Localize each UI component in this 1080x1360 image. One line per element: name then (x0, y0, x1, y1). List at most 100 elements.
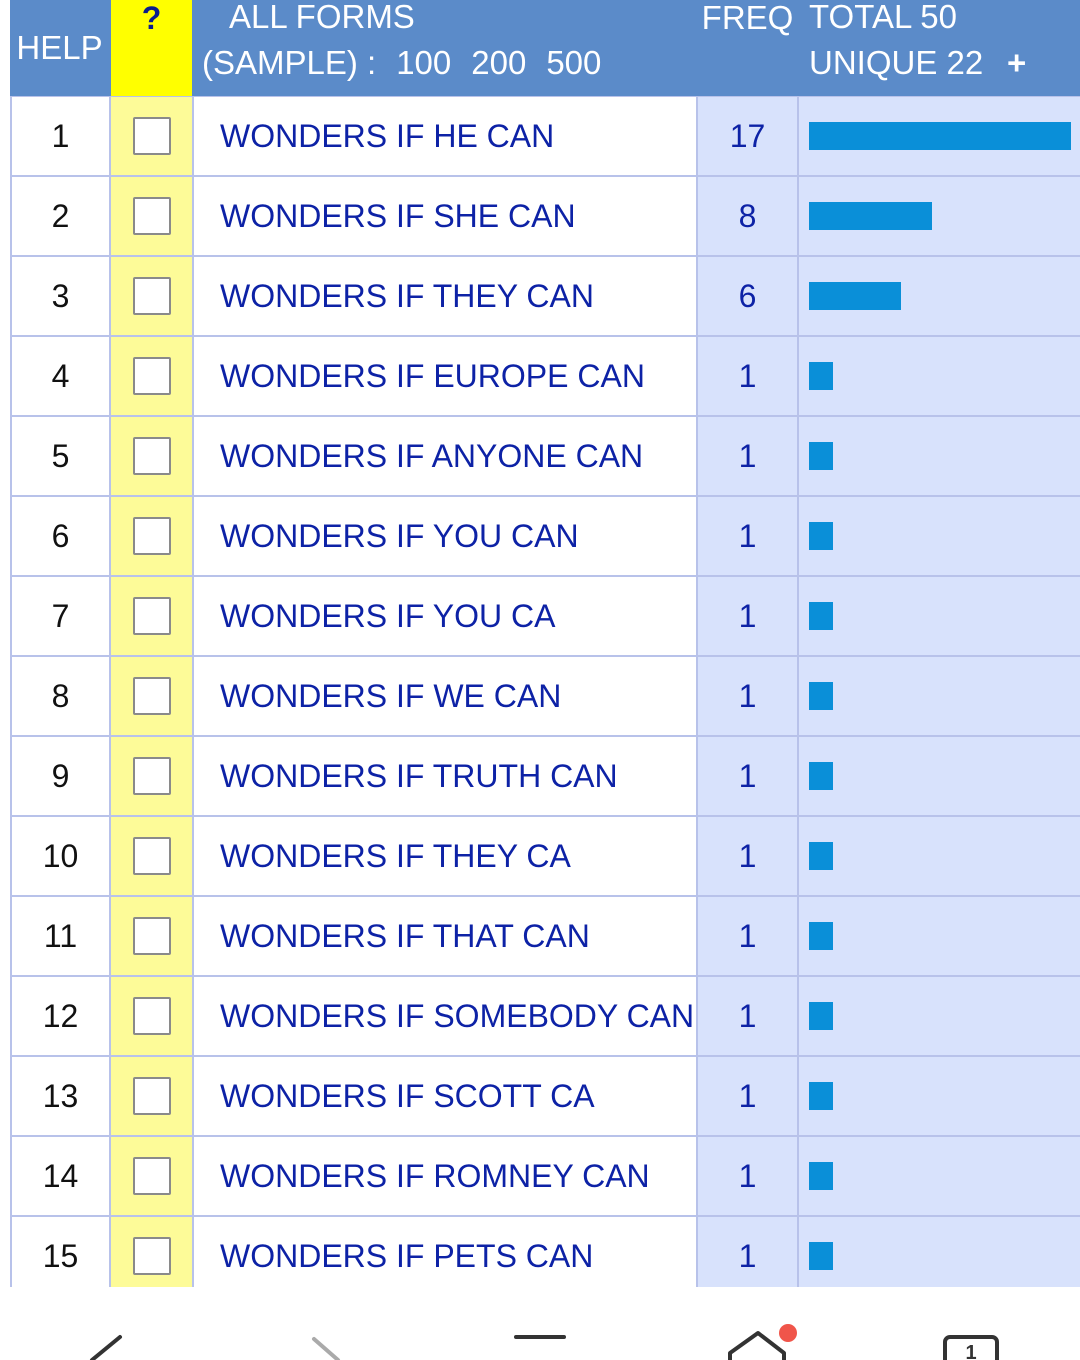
freq-bar-cell (799, 657, 1080, 735)
form-link[interactable]: WONDERS IF THAT CAN (194, 897, 696, 975)
row-checkbox[interactable] (133, 277, 171, 315)
row-checkbox-cell (111, 577, 192, 655)
freq-bar-cell (799, 977, 1080, 1055)
row-number: 11 (12, 897, 109, 975)
freq-bar (809, 202, 932, 230)
table-row: 7 WONDERS IF YOU CA 1 (10, 577, 1080, 655)
row-checkbox[interactable] (133, 517, 171, 555)
row-checkbox[interactable] (133, 597, 171, 635)
form-link[interactable]: WONDERS IF HE CAN (194, 97, 696, 175)
row-checkbox[interactable] (133, 917, 171, 955)
freq-bar (809, 1082, 833, 1110)
table-header: HELP ? ALL FORMS (SAMPLE) : 100 200 500 FRE… (10, 0, 1080, 96)
freq-bar-cell (799, 257, 1080, 335)
freq-bar (809, 442, 833, 470)
table-row: 12 WONDERS IF SOMEBODY CAN 1 (10, 977, 1080, 1055)
row-checkbox[interactable] (133, 1157, 171, 1195)
row-checkbox[interactable] (133, 837, 171, 875)
table-row: 6 WONDERS IF YOU CAN 1 (10, 497, 1080, 575)
row-checkbox[interactable] (133, 437, 171, 475)
freq-value[interactable]: 17 (698, 97, 797, 175)
table-row: 13 WONDERS IF SCOTT CA 1 (10, 1057, 1080, 1135)
form-link[interactable]: WONDERS IF SOMEBODY CAN (194, 977, 696, 1055)
freq-value[interactable]: 1 (698, 497, 797, 575)
form-link[interactable]: WONDERS IF EUROPE CAN (194, 337, 696, 415)
row-checkbox-cell (111, 1057, 192, 1135)
freq-bar (809, 1002, 833, 1030)
form-link[interactable]: WONDERS IF YOU CA (194, 577, 696, 655)
row-checkbox[interactable] (133, 997, 171, 1035)
form-link[interactable]: WONDERS IF ROMNEY CAN (194, 1137, 696, 1215)
row-checkbox[interactable] (133, 1077, 171, 1115)
form-link[interactable]: WONDERS IF WE CAN (194, 657, 696, 735)
freq-value[interactable]: 1 (698, 737, 797, 815)
row-number: 8 (12, 657, 109, 735)
freq-value[interactable]: 1 (698, 337, 797, 415)
row-checkbox[interactable] (133, 357, 171, 395)
table-row: 10 WONDERS IF THEY CA 1 (10, 817, 1080, 895)
row-number: 12 (12, 977, 109, 1055)
totals-header: TOTAL 50 UNIQUE 22 + (799, 0, 1080, 96)
svg-text:1: 1 (965, 1342, 976, 1360)
freq-bar (809, 762, 833, 790)
freq-bar (809, 122, 1071, 150)
form-link[interactable]: WONDERS IF ANYONE CAN (194, 417, 696, 495)
freq-value[interactable]: 6 (698, 257, 797, 335)
row-checkbox-cell (111, 657, 192, 735)
row-checkbox-cell (111, 737, 192, 815)
select-help-button[interactable]: ? (111, 0, 192, 96)
form-link[interactable]: WONDERS IF YOU CAN (194, 497, 696, 575)
sample-option-100[interactable]: 100 (396, 44, 452, 81)
form-link[interactable]: WONDERS IF THEY CA (194, 817, 696, 895)
forward-icon[interactable] (300, 1287, 360, 1360)
table-row: 1 WONDERS IF HE CAN 17 (10, 97, 1080, 175)
row-checkbox-cell (111, 1217, 192, 1287)
freq-value[interactable]: 8 (698, 177, 797, 255)
freq-value[interactable]: 1 (698, 1217, 797, 1287)
freq-bar-cell (799, 337, 1080, 415)
table-row: 9 WONDERS IF TRUTH CAN 1 (10, 737, 1080, 815)
row-checkbox[interactable] (133, 1237, 171, 1275)
freq-bar (809, 922, 833, 950)
menu-icon[interactable] (510, 1287, 570, 1360)
expand-button[interactable]: + (1007, 44, 1027, 81)
freq-header[interactable]: FREQ (701, 0, 794, 36)
form-link[interactable]: WONDERS IF TRUTH CAN (194, 737, 696, 815)
home-icon[interactable] (720, 1287, 810, 1360)
freq-value[interactable]: 1 (698, 1137, 797, 1215)
back-icon[interactable] (80, 1287, 140, 1360)
row-checkbox-cell (111, 497, 192, 575)
row-number: 15 (12, 1217, 109, 1287)
row-checkbox[interactable] (133, 197, 171, 235)
row-checkbox[interactable] (133, 757, 171, 795)
row-checkbox-cell (111, 1137, 192, 1215)
row-number: 6 (12, 497, 109, 575)
freq-bar (809, 1242, 833, 1270)
freq-bar (809, 522, 833, 550)
sample-label: (SAMPLE) : (202, 44, 377, 81)
form-link[interactable]: WONDERS IF THEY CAN (194, 257, 696, 335)
freq-value[interactable]: 1 (698, 1057, 797, 1135)
row-number: 13 (12, 1057, 109, 1135)
freq-value[interactable]: 1 (698, 577, 797, 655)
help-link[interactable]: HELP (16, 29, 103, 66)
row-number: 14 (12, 1137, 109, 1215)
row-checkbox[interactable] (133, 677, 171, 715)
freq-value[interactable]: 1 (698, 657, 797, 735)
row-checkbox[interactable] (133, 117, 171, 155)
sample-option-200[interactable]: 200 (471, 44, 527, 81)
freq-value[interactable]: 1 (698, 417, 797, 495)
frequency-table: HELP ? ALL FORMS (SAMPLE) : 100 200 500 FRE… (10, 0, 1080, 1287)
form-link[interactable]: WONDERS IF PETS CAN (194, 1217, 696, 1287)
freq-bar-cell (799, 737, 1080, 815)
tabs-icon[interactable]: 1 (935, 1287, 1015, 1360)
sample-option-500[interactable]: 500 (546, 44, 602, 81)
browser-bottom-nav: 1 (0, 1287, 1080, 1360)
freq-value[interactable]: 1 (698, 897, 797, 975)
freq-value[interactable]: 1 (698, 817, 797, 895)
form-link[interactable]: WONDERS IF SCOTT CA (194, 1057, 696, 1135)
row-checkbox-cell (111, 897, 192, 975)
form-link[interactable]: WONDERS IF SHE CAN (194, 177, 696, 255)
table-row: 4 WONDERS IF EUROPE CAN 1 (10, 337, 1080, 415)
freq-value[interactable]: 1 (698, 977, 797, 1055)
